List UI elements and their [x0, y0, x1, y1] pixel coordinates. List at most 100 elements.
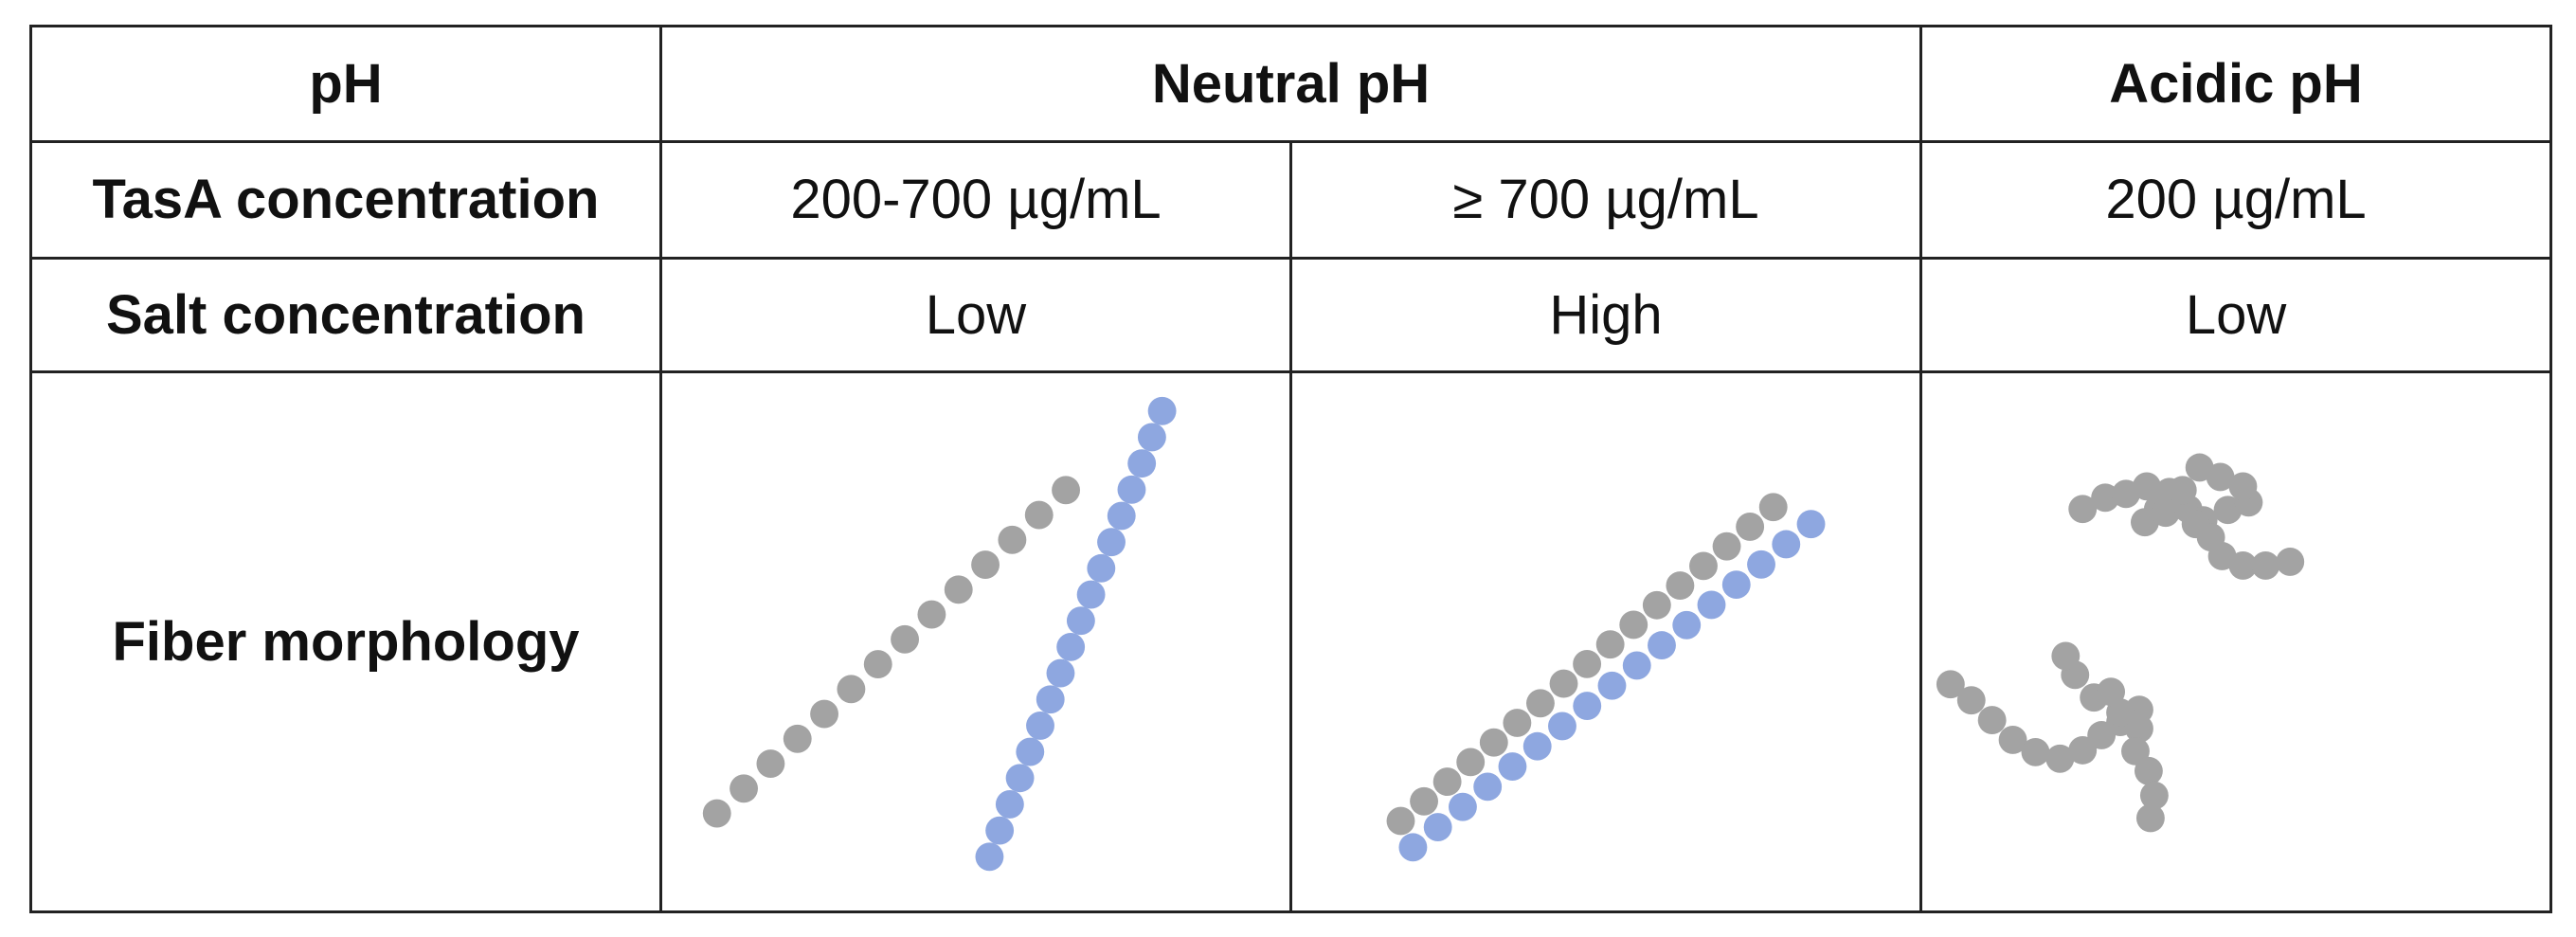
grey-bead [998, 525, 1027, 554]
grey-bead [971, 550, 1000, 580]
fiber-figure-acidic [1919, 370, 2553, 913]
grey-bead [1052, 476, 1081, 505]
grey-bead [1712, 532, 1741, 561]
fiber-label: Fiber morphology [29, 370, 662, 913]
grey-bead [2135, 756, 2163, 785]
grey-fiber-tangled-upper [2068, 453, 2305, 580]
grey-bead [1689, 551, 1718, 581]
blue-bead [1076, 580, 1106, 609]
grey-bead [1386, 806, 1415, 836]
grey-bead [944, 575, 973, 604]
grey-bead [1410, 786, 1438, 816]
grey-bead [1526, 689, 1555, 718]
tasa-row: TasA concentration 200-700 µg/mL ≥ 700 µ… [29, 140, 2553, 260]
grey-bead [2068, 735, 2098, 765]
blue-fiber-straight [975, 396, 1177, 872]
blue-bead [1016, 737, 1045, 766]
grey-bead [2151, 498, 2180, 528]
fiber-row: Fiber morphology [29, 370, 2553, 913]
grey-bead [1024, 500, 1054, 530]
neutral-ph-header: Neutral pH [658, 25, 1923, 143]
grey-bead [1642, 590, 1671, 620]
fiber-figure-neutral-high-salt [1288, 370, 1923, 913]
grey-bead [891, 624, 920, 654]
blue-bead [1066, 606, 1095, 636]
grey-bead [1619, 610, 1648, 640]
tasa-label: TasA concentration [29, 140, 662, 260]
blue-bead [1548, 712, 1576, 741]
grey-bead [810, 699, 839, 729]
grey-bead [1503, 709, 1532, 737]
grey-bead [1736, 513, 1765, 541]
blue-bead [1036, 685, 1065, 714]
grey-fiber-straight [702, 476, 1081, 828]
acidic-ph-header: Acidic pH [1919, 25, 2553, 143]
grey-bead [702, 799, 731, 828]
grey-bead [1936, 670, 1965, 699]
grey-bead [1456, 748, 1486, 777]
blue-bead [1573, 692, 1602, 721]
grey-bead [2051, 641, 2081, 671]
grey-bead [2135, 803, 2165, 833]
grey-bead [2125, 714, 2153, 743]
grey-bead [2021, 737, 2050, 766]
grey-bead [917, 600, 946, 629]
grey-bead [2181, 510, 2210, 539]
blue-bead [1137, 423, 1166, 452]
blue-bead [1117, 475, 1146, 504]
blue-bead [1449, 792, 1477, 821]
grey-bead [837, 675, 866, 704]
blue-bead [1747, 550, 1775, 579]
conditions-table: pH Neutral pH Acidic pH TasA concentrati… [29, 25, 2553, 913]
ph-row: pH Neutral pH Acidic pH [29, 25, 2553, 143]
blue-bead [1026, 711, 1054, 740]
blue-bead [1087, 553, 1116, 583]
separate-fibers-illustration [702, 396, 1177, 872]
tasa-value-acidic: 200 µg/mL [1919, 140, 2553, 260]
salt-value-acidic: Low [1919, 257, 2553, 373]
grey-bead [2228, 551, 2258, 580]
grey-bead [1666, 571, 1695, 600]
grey-bead [1595, 630, 1625, 659]
grey-bead [2168, 476, 2197, 505]
blue-bead [1473, 772, 1503, 802]
grey-bead [1977, 706, 2007, 734]
salt-value-neutral-high: High [1288, 257, 1923, 373]
blue-bead [985, 816, 1015, 845]
blue-bead [995, 790, 1024, 819]
blue-bead [1127, 449, 1157, 478]
blue-bead [1648, 631, 1676, 660]
blue-bead [1522, 731, 1552, 761]
blue-bead [1147, 396, 1177, 425]
blue-bead [1398, 833, 1428, 862]
blue-bead [1046, 658, 1075, 688]
grey-bead [756, 749, 785, 778]
grey-bead [1549, 669, 1578, 698]
blue-bead [1107, 501, 1136, 531]
grey-bead [1758, 493, 1788, 522]
grey-bead [1956, 686, 1986, 715]
grey-bead [730, 774, 759, 803]
blue-bead [1672, 610, 1702, 640]
grey-bead [2045, 744, 2075, 773]
blue-bead [1721, 570, 1751, 600]
grey-bead [1573, 649, 1602, 678]
blue-bead [1056, 632, 1086, 661]
grey-bead [2206, 462, 2235, 492]
grey-bead [863, 650, 892, 678]
blue-fiber-bundled [1398, 510, 1826, 862]
grey-bead [2068, 495, 2098, 524]
grey-bead [2133, 472, 2161, 501]
grey-bead [1998, 726, 2027, 754]
grey-fiber-bundled [1386, 493, 1788, 836]
grey-bead [2276, 548, 2305, 576]
blue-bead [1622, 651, 1651, 680]
blue-bead [1772, 530, 1801, 559]
blue-bead [1796, 510, 1826, 539]
fiber-figure-neutral-low-salt [659, 370, 1292, 913]
grey-bead [2097, 677, 2126, 707]
blue-bead [1097, 528, 1126, 557]
bundled-fibers-illustration [1386, 493, 1826, 862]
blue-bead [1597, 671, 1627, 700]
blue-bead [1423, 813, 1452, 841]
